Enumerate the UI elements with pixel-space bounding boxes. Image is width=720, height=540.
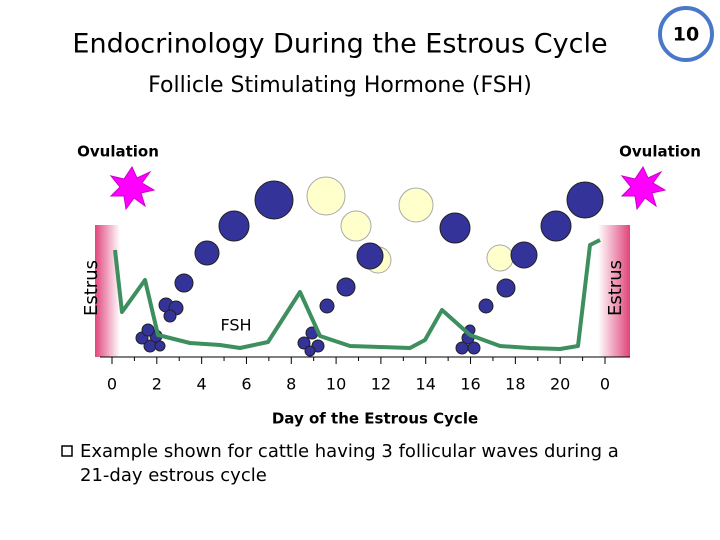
ovulation-label: Ovulation (619, 143, 701, 161)
x-tick-label: 14 (416, 375, 436, 394)
follicles (135, 176, 604, 357)
x-tick-label: 8 (286, 375, 296, 394)
bullet-marker (61, 445, 73, 457)
ovulation-star (109, 165, 156, 211)
estrus-label: Estrus (81, 260, 102, 316)
x-axis-label: Day of the Estrous Cycle (272, 410, 478, 428)
x-tick-label: 16 (460, 375, 480, 394)
x-tick-label: 0 (107, 375, 117, 394)
hormone-label: FSH (220, 316, 251, 335)
title: Endocrinology During the Estrous Cycle (72, 29, 607, 60)
fsh-line (113, 238, 601, 351)
estrus-band (598, 225, 630, 357)
number-badge (658, 6, 714, 62)
x-tick-label: 2 (152, 375, 162, 394)
x-tick-label: 10 (326, 375, 346, 394)
x-tick-label: 12 (371, 375, 391, 394)
slide-number: 10 (673, 24, 699, 46)
bullet-text: Example shown for cattle having 3 follic… (80, 441, 619, 462)
ovulation-star (620, 165, 667, 211)
bullet-text: 21-day estrous cycle (80, 465, 267, 486)
x-tick-label: 18 (505, 375, 525, 394)
estrus-band (95, 225, 120, 357)
x-tick-label: 6 (241, 375, 251, 394)
x-tick-label: 4 (197, 375, 207, 394)
x-tick-label: 0 (600, 375, 610, 394)
estrus-label: Estrus (605, 260, 626, 316)
x-tick-label: 20 (550, 375, 570, 394)
ovulation-label: Ovulation (77, 143, 159, 161)
subtitle: Follicle Stimulating Hormone (FSH) (148, 73, 532, 98)
